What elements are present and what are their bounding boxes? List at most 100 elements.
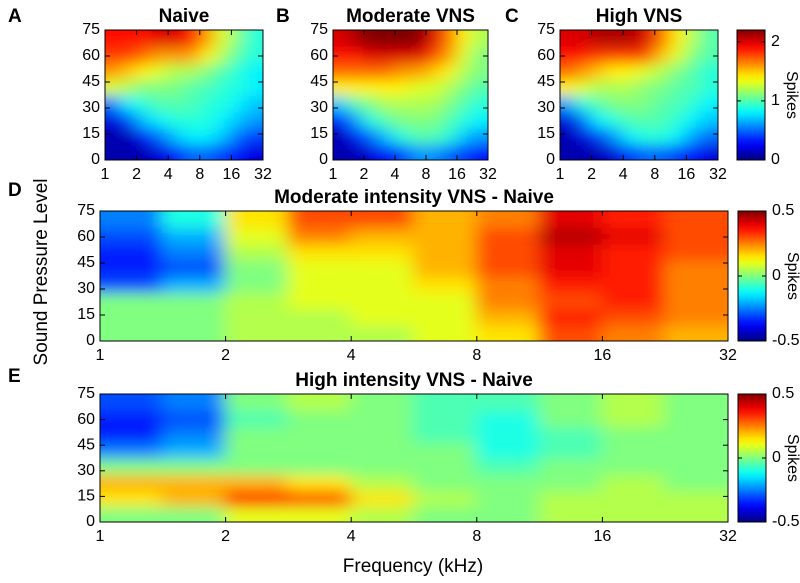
- heatmap-cell: [560, 61, 577, 80]
- heatmap-cell: [347, 126, 365, 145]
- heatmap-cell: [287, 488, 353, 507]
- y-tick-label: 60: [77, 411, 95, 428]
- heatmap-cell: [105, 142, 122, 160]
- heatmap-cell: [475, 275, 541, 294]
- panel-letter: B: [276, 6, 290, 27]
- heatmap-cell: [230, 77, 249, 96]
- heatmap-cell: [590, 126, 609, 145]
- heatmap-cell: [456, 77, 474, 96]
- heatmap-cell: [100, 440, 164, 459]
- colorbar-tick-label: 0: [771, 151, 780, 168]
- heatmap-cell: [475, 226, 541, 245]
- heatmap-cell: [638, 126, 656, 145]
- heatmap-cell: [246, 142, 263, 160]
- heatmap-cell: [378, 61, 396, 80]
- heatmap-cell: [622, 77, 641, 96]
- x-tick-label: 32: [719, 347, 737, 364]
- heatmap-cell: [161, 409, 227, 428]
- heatmap-cell: [350, 242, 416, 261]
- colorbar-tick-label: 1: [771, 92, 780, 109]
- heatmap-cell: [183, 45, 201, 64]
- heatmap-cell: [653, 110, 672, 129]
- heatmap-cells: [100, 211, 728, 341]
- heatmap-cells: [333, 30, 488, 160]
- heatmap-cell: [638, 94, 656, 113]
- heatmap-cell: [638, 110, 656, 129]
- x-tick-label: 32: [719, 528, 737, 545]
- heatmap-cell: [475, 242, 541, 261]
- heatmap-cell: [701, 142, 718, 160]
- heatmap-cell: [378, 77, 396, 96]
- heatmap-cell: [333, 30, 350, 48]
- y-tick-label: 0: [86, 332, 95, 349]
- heatmap-cell: [590, 77, 609, 96]
- x-tick-label: 1: [556, 166, 565, 183]
- colorbar-tick-label: 0: [772, 267, 781, 284]
- heatmap-cell: [394, 77, 412, 96]
- heatmap-area: [105, 30, 263, 160]
- heatmap-cell: [538, 457, 604, 476]
- heatmap-cell: [350, 323, 416, 341]
- heatmap-cell: [471, 126, 488, 145]
- heatmap-cell: [456, 30, 474, 48]
- heatmap-cell: [246, 110, 263, 129]
- heatmap-cell: [590, 45, 609, 64]
- heatmap-cell: [538, 504, 604, 522]
- heatmap-cell: [230, 30, 249, 48]
- heatmap-cell: [333, 110, 350, 129]
- heatmap-cell: [638, 45, 656, 64]
- heatmap-cell: [440, 126, 458, 145]
- heatmap-cell: [574, 142, 593, 160]
- heatmap-cell: [105, 30, 122, 48]
- heatmap-cell: [601, 409, 667, 428]
- colorbar-label: Spikes: [784, 252, 800, 300]
- heatmap-cell: [456, 45, 474, 64]
- colorbar-tick-label: -0.5: [772, 332, 800, 349]
- x-tick-label: 16: [678, 166, 696, 183]
- heatmap-cell: [230, 94, 249, 113]
- heatmap-cell: [664, 258, 728, 277]
- panel-title: Moderate VNS: [346, 6, 475, 27]
- heatmap-cell: [475, 211, 541, 229]
- panel-title: Naive: [159, 6, 210, 27]
- heatmap-cell: [574, 77, 593, 96]
- heatmap-cell: [350, 440, 416, 459]
- heatmap-cells: [105, 30, 263, 160]
- heatmap-cell: [287, 291, 353, 310]
- heatmap-cell: [151, 126, 170, 145]
- heatmap-cell: [601, 226, 667, 245]
- heatmap-cell: [669, 61, 688, 80]
- x-tick-label: 4: [347, 347, 356, 364]
- heatmap-cell: [161, 275, 227, 294]
- heatmap-cell: [287, 211, 353, 229]
- heatmap-cell: [601, 307, 667, 326]
- heatmap-cell: [363, 110, 381, 129]
- heatmap-cell: [669, 126, 688, 145]
- heatmap-cell: [409, 45, 428, 64]
- heatmap-cell: [287, 258, 353, 277]
- x-tick-label: 32: [254, 166, 272, 183]
- heatmap-cell: [350, 457, 416, 476]
- heatmap-cell: [424, 30, 443, 48]
- heatmap-cell: [574, 94, 593, 113]
- heatmap-cell: [475, 440, 541, 459]
- heatmap-cell: [413, 473, 478, 492]
- y-tick-label: 30: [537, 99, 555, 116]
- heatmap-cell: [475, 424, 541, 443]
- heatmap-cell: [246, 45, 263, 64]
- heatmap-cell: [363, 77, 381, 96]
- heatmap-cell: [413, 409, 478, 428]
- heatmap-cell: [161, 258, 227, 277]
- heatmap-cell: [590, 94, 609, 113]
- heatmap-cell: [161, 473, 227, 492]
- x-tick-label: 1: [101, 166, 110, 183]
- heatmap-cell: [350, 226, 416, 245]
- heatmap-cell: [350, 275, 416, 294]
- x-tick-label: 1: [329, 166, 338, 183]
- heatmap-cell: [224, 394, 290, 412]
- heatmap-cell: [701, 45, 718, 64]
- heatmap-cell: [350, 504, 416, 522]
- heatmap-cell: [119, 126, 138, 145]
- heatmap-cell: [151, 110, 170, 129]
- heatmap-cell: [456, 61, 474, 80]
